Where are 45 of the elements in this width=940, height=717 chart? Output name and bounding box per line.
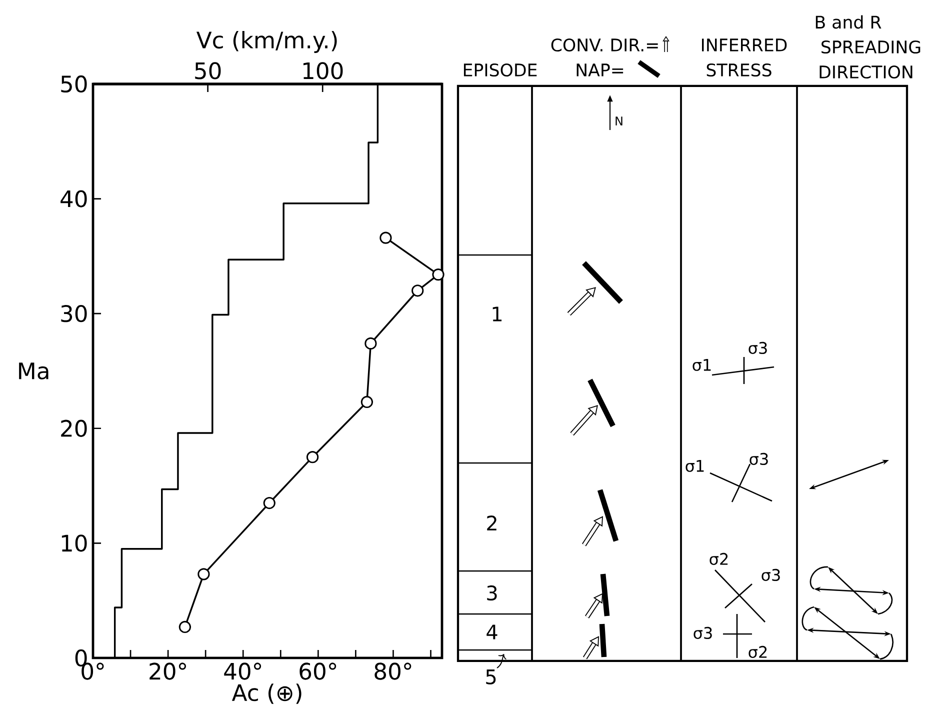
y-tick-label: 40 xyxy=(60,190,87,208)
text: σ3 xyxy=(694,626,712,640)
text: DIRECTION xyxy=(820,65,912,79)
text: σ3 xyxy=(750,452,768,466)
text: N xyxy=(616,116,622,126)
y-tick-label: 30 xyxy=(61,305,87,322)
text: σ1 xyxy=(686,460,704,472)
text: STRESS xyxy=(706,63,772,77)
y-tick-label: 50 xyxy=(61,75,87,93)
point xyxy=(380,232,392,244)
text: 1 xyxy=(492,306,502,322)
text: 2 xyxy=(487,516,496,530)
point xyxy=(178,620,192,634)
x2-tick-label: 100 xyxy=(303,62,343,80)
point xyxy=(198,568,210,580)
x-tick-label: 80° xyxy=(374,662,412,680)
point xyxy=(412,284,424,297)
text: EPISODE xyxy=(464,63,537,77)
text: CONV. DIR.= xyxy=(551,38,658,52)
y-tick-label: 10 xyxy=(62,534,87,552)
x-tick-label: 40° xyxy=(224,662,262,680)
text: σ2 xyxy=(710,552,728,566)
y-axis-title: Ma xyxy=(19,362,48,380)
text: 3 xyxy=(487,585,497,601)
y-tick-label: 20 xyxy=(61,420,87,437)
text: B and R xyxy=(816,15,882,29)
x2-tick-label: 50 xyxy=(195,62,221,80)
text: 5 xyxy=(486,670,496,684)
text: σ3 xyxy=(762,568,780,582)
text: SPREADING xyxy=(822,40,920,54)
text: σ3 xyxy=(748,342,767,354)
text: σ1 xyxy=(692,359,711,371)
text: NAP= xyxy=(576,64,624,76)
text: 4 xyxy=(486,624,498,640)
x-axis-title: Ac (⊕) xyxy=(232,684,302,704)
point xyxy=(306,451,319,464)
point xyxy=(360,396,374,408)
point xyxy=(432,268,444,281)
text: σ2 xyxy=(748,646,767,658)
x-tick-label: 20° xyxy=(150,662,186,680)
point xyxy=(263,496,276,510)
x-tick-label: 60° xyxy=(300,662,336,680)
text: INFERRED xyxy=(702,38,787,52)
x2-axis-title: Vc (km/m.y.) xyxy=(196,31,337,53)
point xyxy=(364,337,377,350)
